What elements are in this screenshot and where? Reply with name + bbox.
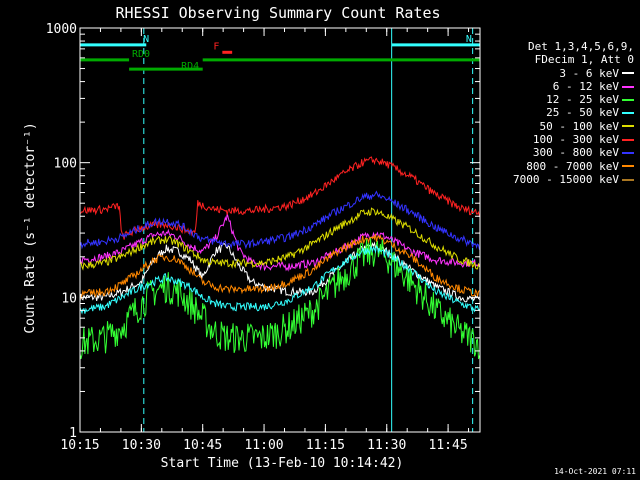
legend-swatch <box>622 98 634 101</box>
series-line <box>79 207 480 271</box>
series-line <box>79 237 480 360</box>
legend-swatch <box>622 178 634 181</box>
y-tick-label: 1000 <box>46 22 77 37</box>
legend-swatch <box>622 138 634 141</box>
series-lines <box>79 156 480 360</box>
series-line <box>79 233 480 299</box>
x-axis-label: Start Time (13-Feb-10 10:14:42) <box>161 456 404 471</box>
legend-label: 6 - 12 keV <box>552 79 619 93</box>
legend-swatch <box>622 165 634 168</box>
series-line <box>79 213 480 272</box>
legend-label: 50 - 100 keV <box>539 119 619 133</box>
state-annotations: N N RD0 RD4 F <box>80 34 480 72</box>
legend-header: Det 1,3,4,5,6,9, <box>528 40 634 53</box>
legend-swatch <box>622 72 634 75</box>
legend-swatch <box>622 112 634 115</box>
y-tick-label: 100 <box>54 157 77 172</box>
legend-label: 800 - 7000 keV <box>526 159 619 173</box>
x-tick-label: 10:15 <box>60 438 99 453</box>
x-tick-label: 11:45 <box>429 438 468 453</box>
legend-label: 25 - 50 keV <box>546 106 619 120</box>
x-tick-label: 10:30 <box>122 438 161 453</box>
legend-entry: 300 - 800 keV <box>513 146 634 159</box>
x-tick-label: 11:30 <box>367 438 406 453</box>
annotation-label: RD4 <box>181 61 199 72</box>
annotation-label: F <box>213 41 219 52</box>
legend-label: 3 - 6 keV <box>559 66 619 80</box>
legend-label: 7000 - 15000 keV <box>513 172 619 186</box>
legend-swatch <box>622 85 634 88</box>
chart-title: RHESSI Observing Summary Count Rates <box>115 4 440 22</box>
legend-label: 100 - 300 keV <box>532 133 619 147</box>
series-line <box>79 156 480 240</box>
legend-entry: 25 - 50 keV <box>513 106 634 119</box>
series-line <box>79 245 480 315</box>
legend-label: 12 - 25 keV <box>546 93 619 107</box>
x-tick-label: 10:45 <box>183 438 222 453</box>
annotation-label: N <box>143 34 149 45</box>
legend-entry: 12 - 25 keV <box>513 93 634 106</box>
legend-entry: 100 - 300 keV <box>513 133 634 146</box>
legend-swatch <box>622 125 634 128</box>
annotation-label: RD0 <box>132 49 150 60</box>
y-tick-label: 10 <box>61 291 77 306</box>
legend-entry: 3 - 6 keV <box>513 67 634 80</box>
series-line <box>79 190 480 250</box>
y-axis-label: Count Rate (s⁻¹ detector⁻¹) <box>23 122 38 333</box>
x-tick-label: 11:15 <box>306 438 345 453</box>
x-tick-label: 11:00 <box>244 438 283 453</box>
legend-entry: 50 - 100 keV <box>513 120 634 133</box>
axes-frame <box>79 27 481 433</box>
legend-entry: 7000 - 15000 keV <box>513 173 634 186</box>
legend-entry: 6 - 12 keV <box>513 80 634 93</box>
footer-timestamp: 14-Oct-2021 07:11 <box>554 467 636 476</box>
annotation-label: N <box>466 34 472 45</box>
axes: 10:15 10:30 10:45 11:00 11:15 11:30 11:45 1 10 10… <box>46 22 481 453</box>
y-tick-label: 1 <box>69 426 77 441</box>
legend-swatch <box>622 152 634 155</box>
legend-entry: 800 - 7000 keV <box>513 160 634 173</box>
legend-header: FDecim 1, Att 0 <box>534 53 634 67</box>
legend-label: 300 - 800 keV <box>532 146 619 160</box>
